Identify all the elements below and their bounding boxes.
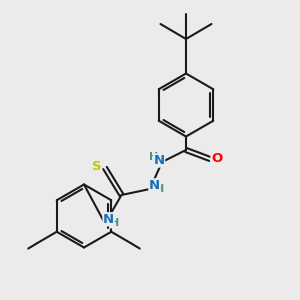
- Text: H: H: [149, 152, 158, 162]
- Text: N: N: [153, 154, 165, 167]
- Text: N: N: [149, 179, 160, 192]
- Text: O: O: [211, 152, 222, 165]
- Text: N: N: [103, 213, 114, 226]
- Text: H: H: [110, 218, 119, 228]
- Text: S: S: [92, 160, 101, 173]
- Text: H: H: [155, 184, 164, 194]
